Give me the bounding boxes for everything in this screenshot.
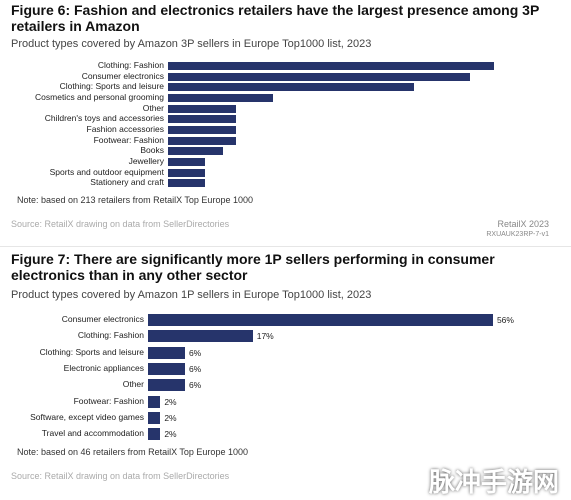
bar	[168, 168, 205, 177]
bar	[148, 411, 161, 424]
category-label: Children's toys and accessories	[44, 113, 164, 124]
chart-subtitle: Product types covered by Amazon 3P selle…	[11, 38, 372, 50]
value-label: 2%	[164, 412, 177, 423]
value-label: 17%	[256, 331, 274, 342]
chart-note: Note: based on 46 retailers from RetailX…	[17, 447, 248, 457]
code: RXUAUK23RP-7-v1	[486, 231, 549, 238]
bar	[168, 125, 236, 134]
value-label: 6%	[188, 347, 202, 358]
category-label: Clothing: Sports and leisure	[39, 346, 144, 357]
bar	[148, 346, 185, 359]
category-label: Software, except video games	[30, 411, 144, 422]
category-label: Consumer electronics	[61, 314, 144, 324]
bar	[168, 147, 224, 156]
chart-title: Figure 6: Fashion and electronics retail…	[11, 2, 540, 34]
value-label: 6%	[188, 380, 202, 391]
category-label: Clothing: Sports and leisure	[59, 81, 164, 92]
credit: RetailX 2023	[497, 219, 549, 229]
bar	[168, 93, 273, 102]
value-label: 2%	[164, 429, 177, 440]
category-label: Cosmetics and personal grooming	[35, 91, 164, 102]
bar	[168, 104, 236, 113]
chart-subtitle: Product types covered by Amazon 1P selle…	[11, 289, 372, 301]
bar	[168, 83, 415, 92]
bar	[148, 379, 185, 392]
separator	[0, 246, 571, 247]
bar	[148, 428, 161, 441]
category-label: Other	[142, 102, 164, 113]
chart-title: Figure 7: There are significantly more 1…	[11, 251, 495, 283]
chart-source: Source: RetailX drawing on data from Sel…	[11, 219, 230, 229]
bar	[168, 115, 236, 124]
bar	[148, 395, 161, 408]
bar	[168, 136, 236, 145]
category-label: Other	[122, 379, 144, 390]
category-label: Travel and accommodation	[41, 428, 144, 439]
category-label: Clothing: Fashion	[77, 330, 144, 341]
chart-source: Source: RetailX drawing on data from Sel…	[11, 471, 230, 481]
category-label: Jewellery	[128, 155, 164, 166]
bar	[148, 330, 253, 343]
category-label: Fashion accessories	[86, 123, 164, 134]
bar	[168, 179, 205, 188]
bar	[148, 362, 185, 375]
category-label: Books	[140, 145, 164, 156]
watermark: 脉冲手游网	[428, 467, 559, 497]
value-label: 2%	[164, 396, 177, 407]
value-label: 56%	[496, 315, 514, 325]
category-label: Sports and outdoor equipment	[49, 166, 164, 177]
chart-note: Note: based on 213 retailers from Retail…	[17, 195, 253, 205]
bar	[168, 157, 205, 166]
category-label: Footwear: Fashion	[73, 395, 144, 406]
bar	[168, 62, 495, 70]
category-label: Electronic appliances	[63, 362, 144, 373]
category-label: Consumer electronics	[81, 70, 164, 81]
category-label: Stationery and craft	[90, 177, 164, 188]
bar	[168, 72, 470, 81]
category-label: Clothing: Fashion	[97, 60, 164, 70]
category-label: Footwear: Fashion	[93, 134, 164, 145]
bar	[148, 314, 493, 326]
value-label: 6%	[188, 363, 202, 374]
